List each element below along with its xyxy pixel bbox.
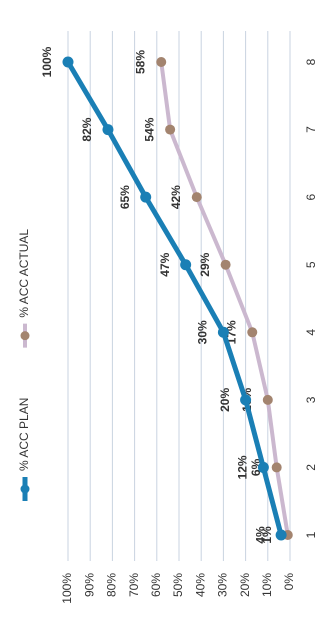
x-tick-label: 4 <box>304 329 318 336</box>
value-label: 20% <box>218 388 232 412</box>
point <box>217 326 229 338</box>
y-tick-label: 50% <box>171 573 185 597</box>
series-line <box>159 61 290 536</box>
value-label: 47% <box>158 252 172 276</box>
x-tick-label: 2 <box>304 464 318 471</box>
value-label: 58% <box>133 50 147 74</box>
legend-label: % ACC ACTUAL <box>17 229 31 318</box>
point <box>257 461 269 473</box>
point <box>191 192 202 203</box>
y-tick-label: 90% <box>82 573 96 597</box>
value-label: 82% <box>80 117 94 141</box>
y-tick-label: 20% <box>238 573 252 597</box>
value-label: 1% <box>260 526 274 544</box>
y-tick-label: 80% <box>105 573 119 597</box>
point <box>102 124 114 136</box>
y-tick-label: 10% <box>260 573 274 597</box>
value-label: 12% <box>236 455 250 479</box>
value-label: 65% <box>118 185 132 209</box>
value-label: 30% <box>196 320 210 344</box>
point <box>140 191 152 203</box>
point <box>275 529 287 541</box>
y-tick-label: 60% <box>149 573 163 597</box>
x-tick-label: 3 <box>304 396 318 403</box>
legend-marker <box>20 484 30 494</box>
y-tick-label: 30% <box>216 573 230 597</box>
legend-marker <box>20 331 30 341</box>
point <box>220 259 231 270</box>
value-label: 29% <box>198 252 212 276</box>
x-tick-label: 8 <box>304 58 318 65</box>
point <box>262 394 273 405</box>
x-tick-label: 6 <box>304 193 318 200</box>
y-tick-label: 40% <box>193 573 207 597</box>
y-tick-label: 100% <box>60 573 74 604</box>
x-tick-label: 7 <box>304 126 318 133</box>
point <box>165 124 176 135</box>
y-tick-label: 70% <box>127 573 141 597</box>
x-tick-label: 1 <box>304 531 318 538</box>
x-tick-label: 5 <box>304 261 318 268</box>
value-label: 42% <box>169 185 183 209</box>
series-line <box>65 60 284 536</box>
point <box>271 462 282 473</box>
value-label: 54% <box>142 117 156 141</box>
y-tick-label: 0% <box>282 573 296 591</box>
value-label: 6% <box>249 458 263 476</box>
point <box>247 327 258 338</box>
point <box>180 259 192 271</box>
point <box>62 56 74 68</box>
point <box>156 57 167 67</box>
rotated-chart: 0% 10% 20% 30% 40% 50% 60% 70% 80% 90% 100% 1 2 3 4 5 6 7… <box>17 31 318 604</box>
point <box>240 394 252 406</box>
legend-label: % ACC PLAN <box>17 398 31 471</box>
value-label: 4% <box>253 526 267 544</box>
value-label: 100% <box>40 46 54 77</box>
